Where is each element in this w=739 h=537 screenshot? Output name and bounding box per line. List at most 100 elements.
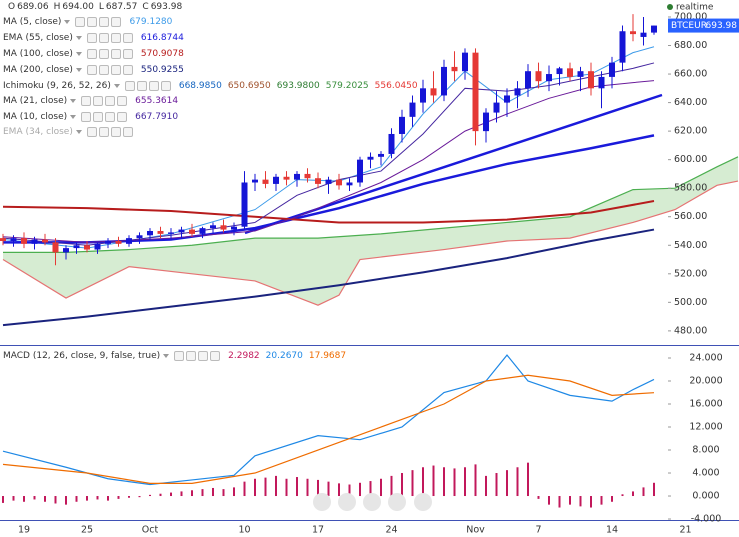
histogram-bar [243, 481, 246, 497]
histogram-bar [527, 462, 529, 497]
macd-line [2, 354, 655, 486]
status-label: realtime [676, 3, 714, 13]
histogram-bar [590, 496, 592, 508]
legend-name: EMA (55, close) [3, 33, 73, 43]
histogram-bar [422, 467, 424, 497]
histogram-bar [254, 478, 256, 497]
ohlc-value: 693.98 [150, 2, 183, 12]
legend-menu [70, 99, 77, 103]
candle-body [10, 238, 17, 241]
candle-body [441, 66, 447, 96]
candle-body [157, 230, 164, 234]
ohlc-value: 687.57 [105, 2, 138, 12]
x-tick-label: 17 [312, 525, 324, 536]
candle-body [21, 238, 27, 244]
scroll-left-button[interactable] [313, 493, 331, 511]
histogram-bar [191, 490, 193, 497]
x-tick-label: Oct [142, 525, 159, 536]
legend-menu [75, 68, 82, 72]
y-tick-label: 680.00 [674, 40, 707, 51]
price-tag-value: 693.98 [706, 21, 738, 31]
y-tick-label: 12.000 [689, 422, 722, 433]
zoom-in-button[interactable] [388, 493, 406, 511]
legend-icon [81, 112, 92, 122]
candle-body [514, 88, 521, 96]
legend-row: MA (200, close) 550.9255 [3, 63, 184, 77]
histogram-bar [600, 496, 603, 505]
legend-name: MA (100, close) [3, 49, 73, 59]
legend-value: 655.3614 [135, 96, 179, 106]
ohlc-value: 694.00 [62, 2, 94, 12]
legend-icon [124, 81, 135, 91]
candle-body [420, 88, 426, 103]
histogram-bar [201, 489, 204, 497]
y-tick-label: 500.00 [674, 297, 707, 308]
legend-value: 668.9850 [178, 81, 222, 91]
legend-icon [110, 65, 121, 75]
legend-icon [98, 49, 109, 59]
candle-body [567, 68, 573, 77]
candle-body [577, 71, 584, 77]
candle-body [273, 176, 279, 184]
candle-body [315, 178, 321, 184]
x-tick-label: 25 [81, 525, 93, 536]
y-tick-label: 540.00 [674, 240, 707, 251]
y-tick-label: 16.000 [689, 399, 722, 410]
navigation-buttons[interactable] [313, 493, 432, 511]
moving-average-line [2, 200, 655, 224]
x-tick-label: 24 [385, 525, 397, 536]
scroll-right-button[interactable] [414, 493, 432, 511]
histogram-bar [86, 496, 88, 501]
y-tick-label: 8.000 [692, 445, 719, 456]
x-tick-label: 19 [18, 525, 30, 536]
legend-icon [186, 351, 197, 361]
legend-name: EMA (34, close) [3, 127, 73, 137]
candle-body [136, 235, 143, 239]
histogram-bar [369, 481, 372, 497]
histogram-bar [474, 464, 477, 497]
legend-icon [111, 17, 122, 27]
candle-body [430, 88, 437, 96]
candle-body [231, 226, 237, 230]
legend-icon [105, 96, 116, 106]
zoom-out-button[interactable] [338, 493, 356, 511]
histogram-bar [54, 496, 57, 504]
histogram-bar [23, 496, 25, 502]
legend-icon [148, 81, 159, 91]
histogram-bar [222, 489, 225, 497]
reset-button[interactable] [363, 493, 381, 511]
legend-row: MA (100, close) 570.9078 [3, 47, 184, 61]
candle-body [556, 68, 563, 75]
candle-body [493, 102, 500, 113]
legend-value: 650.6950 [227, 81, 271, 91]
candle-body [409, 102, 416, 117]
ohlc-label: H [53, 2, 61, 12]
candle-body [483, 112, 489, 132]
histogram-bar [338, 483, 340, 497]
legend-name: MA (200, close) [3, 65, 73, 75]
histogram-bar [44, 496, 46, 502]
legend-value: 570.9078 [140, 49, 184, 59]
legend-icon [105, 112, 116, 122]
candle-body [472, 52, 479, 132]
candle-body [105, 240, 111, 244]
histogram-bar [212, 487, 214, 497]
ohlc-legend: O 689.06 H 694.00 L 687.57 C 693.98 [3, 0, 182, 14]
candle-body [535, 71, 542, 82]
histogram-bar [306, 478, 309, 497]
legend-icon [93, 112, 104, 122]
candle-body [651, 25, 657, 33]
legend-icon [174, 351, 185, 361]
histogram-bar [264, 477, 267, 497]
legend-icon [110, 33, 121, 43]
legend-icon [122, 127, 133, 137]
candle-body [210, 225, 216, 229]
candle-body [451, 66, 458, 72]
histogram-bar [317, 479, 319, 497]
legend-menu [113, 84, 120, 88]
candle-body [588, 71, 594, 89]
legend-icon [98, 33, 109, 43]
histogram-bar [65, 496, 67, 505]
legend-icon [122, 49, 133, 59]
